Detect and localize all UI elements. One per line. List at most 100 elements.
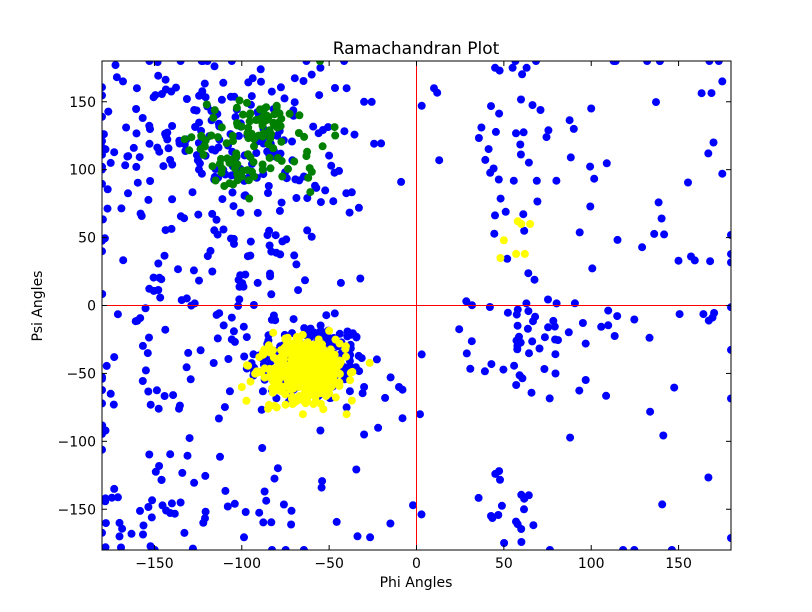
data-point-series-0	[111, 61, 120, 70]
data-point-series-2	[277, 346, 285, 355]
data-point-series-1	[243, 150, 252, 159]
data-point-series-0	[352, 333, 361, 342]
data-point-series-1	[249, 158, 258, 167]
data-point-series-0	[604, 306, 613, 315]
reference-lines	[102, 61, 731, 550]
data-point-series-0	[161, 75, 170, 84]
data-point-series-2	[264, 341, 273, 350]
data-point-series-0	[299, 546, 308, 550]
data-point-series-0	[299, 77, 308, 85]
data-point-series-0	[133, 178, 142, 187]
data-point-series-0	[487, 102, 495, 111]
data-point-series-0	[124, 152, 133, 161]
data-point-series-0	[267, 518, 276, 527]
data-point-series-0	[604, 321, 613, 330]
data-point-series-1	[258, 165, 267, 174]
data-point-series-0	[522, 63, 531, 72]
data-point-series-0	[544, 126, 553, 135]
data-point-series-0	[587, 104, 596, 113]
data-point-series-0	[145, 139, 154, 148]
data-point-series-1	[209, 113, 218, 122]
data-point-series-1	[266, 164, 275, 173]
data-point-series-0	[115, 532, 124, 541]
data-point-series-0	[517, 490, 526, 499]
data-point-series-0	[352, 465, 361, 474]
data-point-series-2	[322, 389, 331, 398]
data-point-series-0	[230, 499, 239, 508]
data-point-series-0	[136, 209, 145, 218]
data-point-series-0	[239, 322, 248, 331]
data-point-series-2	[335, 339, 344, 348]
data-point-series-0	[416, 410, 424, 419]
data-point-series-0	[524, 269, 533, 278]
data-point-series-0	[684, 178, 692, 187]
data-point-series-0	[167, 224, 176, 233]
data-point-series-0	[220, 403, 229, 412]
data-point-series-0	[199, 61, 207, 65]
data-point-series-0	[198, 87, 207, 96]
x-tick-label: 0	[412, 556, 421, 572]
data-point-series-0	[225, 387, 234, 396]
data-point-series-1	[277, 114, 286, 123]
data-point-series-0	[353, 532, 362, 541]
data-point-series-2	[496, 254, 505, 262]
data-point-series-0	[113, 310, 122, 319]
data-point-series-0	[223, 502, 232, 511]
data-point-series-0	[243, 252, 252, 261]
data-point-series-0	[566, 433, 575, 442]
data-point-series-0	[118, 524, 127, 533]
data-point-series-2	[242, 396, 251, 405]
y-tick-label: 100	[69, 163, 96, 179]
data-point-series-0	[196, 346, 205, 355]
data-point-series-0	[494, 511, 503, 519]
data-point-series-0	[528, 337, 537, 346]
data-point-series-0	[630, 546, 639, 550]
data-point-series-2	[311, 392, 320, 401]
data-point-series-0	[194, 210, 203, 219]
data-point-series-0	[381, 393, 390, 402]
data-point-series-1	[202, 100, 211, 109]
data-point-series-0	[153, 61, 162, 66]
data-point-series-0	[103, 204, 112, 213]
data-point-series-0	[236, 208, 245, 217]
data-point-series-0	[289, 315, 298, 324]
data-point-series-0	[195, 165, 203, 174]
data-point-series-0	[503, 254, 512, 263]
data-point-series-0	[654, 198, 663, 207]
data-point-series-1	[232, 103, 241, 112]
data-point-series-2	[295, 382, 304, 391]
data-point-series-0	[268, 546, 276, 550]
data-point-series-0	[367, 97, 376, 106]
data-point-series-0	[281, 546, 290, 550]
data-point-series-0	[215, 309, 224, 318]
data-point-series-0	[575, 228, 584, 237]
data-point-series-0	[138, 114, 147, 122]
data-point-series-0	[345, 208, 354, 217]
data-point-series-0	[542, 133, 551, 142]
data-point-series-0	[520, 226, 529, 235]
data-point-series-0	[166, 450, 175, 459]
data-point-series-0	[325, 151, 334, 160]
data-point-series-0	[229, 202, 238, 211]
data-point-series-2	[309, 400, 318, 408]
x-tick-label: −100	[223, 556, 261, 572]
data-point-series-0	[129, 143, 138, 152]
data-point-series-0	[119, 77, 127, 86]
data-point-series-0	[258, 444, 267, 452]
data-point-series-0	[307, 70, 316, 79]
data-point-series-0	[462, 349, 471, 358]
data-point-series-0	[500, 539, 509, 547]
data-point-series-0	[102, 130, 106, 139]
data-point-series-0	[552, 176, 561, 185]
data-points	[102, 61, 731, 550]
data-point-series-0	[210, 62, 219, 71]
data-point-series-0	[340, 127, 349, 136]
data-point-series-0	[155, 147, 164, 156]
data-point-series-0	[613, 312, 622, 321]
data-point-series-1	[228, 131, 237, 140]
data-point-series-2	[297, 371, 306, 380]
data-point-series-0	[102, 519, 110, 528]
data-point-series-0	[190, 478, 199, 487]
data-point-series-0	[252, 149, 261, 157]
data-point-series-1	[243, 166, 252, 175]
